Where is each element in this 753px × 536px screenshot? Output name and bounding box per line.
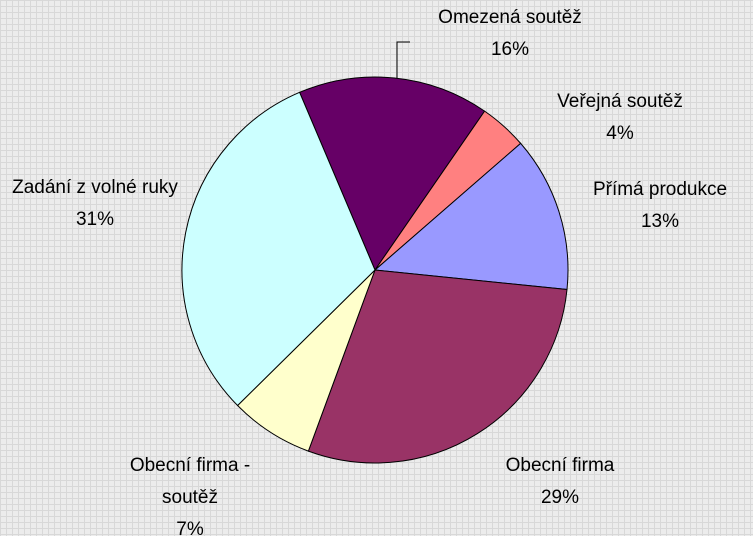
value-label: 13% [640,211,680,232]
category-label: Veřejná soutěž [557,91,683,112]
value-label: 29% [540,487,580,508]
category-label: Přímá produkce [592,179,728,200]
pie-slice [373,142,569,291]
slice-label: Obecní firma 29% [470,450,650,514]
slice-label: Veřejná soutěž 4% [525,86,715,150]
category-label: Zadání z volné ruky [12,177,178,198]
value-label: 16% [490,39,530,60]
value-label: 31% [75,209,115,230]
pie-slice [181,91,376,407]
pie-slice [307,269,568,464]
category-label: Obecní firma [505,455,615,476]
value-label: 7% [176,519,204,536]
leader-line [396,41,410,82]
category-label: Omezená soutěž [438,7,582,28]
value-label: 4% [606,123,634,144]
pie-slice [298,76,486,272]
category-label: Obecní firma - soutěž [129,455,251,508]
slice-label: Omezená soutěž 16% [410,2,610,66]
slice-label: Obecní firma - soutěž 7% [100,450,280,536]
slice-label: Zadání z volné ruky 31% [10,172,180,236]
slice-label: Přímá produkce 13% [565,174,753,238]
